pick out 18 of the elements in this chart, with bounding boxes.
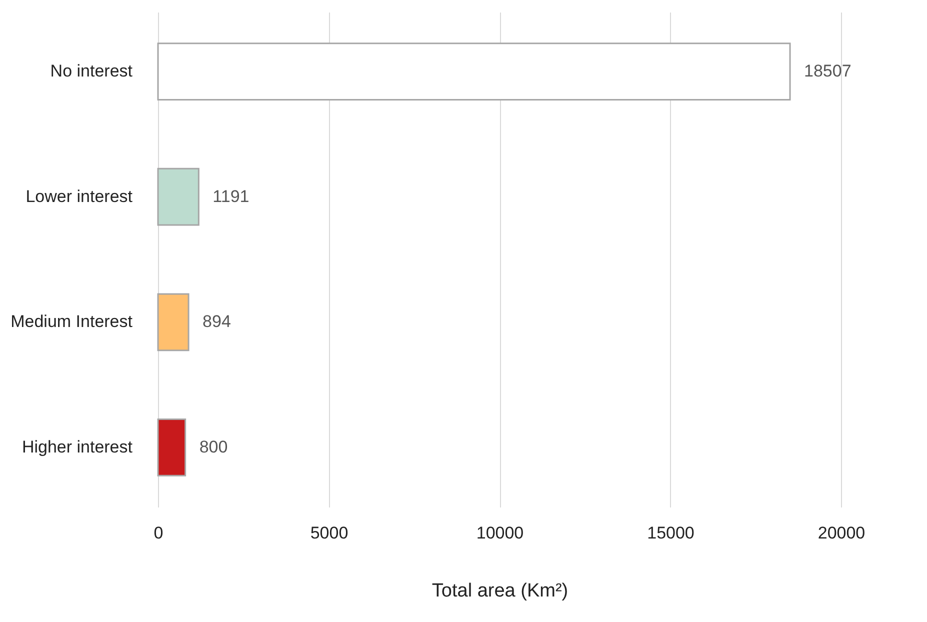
data-label: 18507: [804, 62, 852, 81]
x-tick-label: 0: [154, 524, 164, 542]
bar: [157, 168, 200, 226]
bar: [157, 418, 186, 476]
x-tick-label: 5000: [310, 524, 348, 542]
data-label: 894: [202, 312, 231, 332]
bar: [157, 42, 791, 100]
y-tick-label: Higher interest: [22, 437, 133, 456]
data-label: 800: [199, 437, 228, 456]
x-tick-label: 20000: [818, 524, 866, 542]
data-label: 1191: [212, 186, 250, 206]
x-axis-title: Total area (Km²): [432, 580, 568, 602]
bar: [157, 293, 190, 352]
y-tick-label: Medium Interest: [10, 312, 133, 332]
x-tick-label: 15000: [647, 524, 694, 542]
y-tick-label: No interest: [50, 62, 133, 81]
y-tick-label: Lower interest: [26, 186, 133, 206]
x-tick-label: 10000: [476, 524, 524, 542]
